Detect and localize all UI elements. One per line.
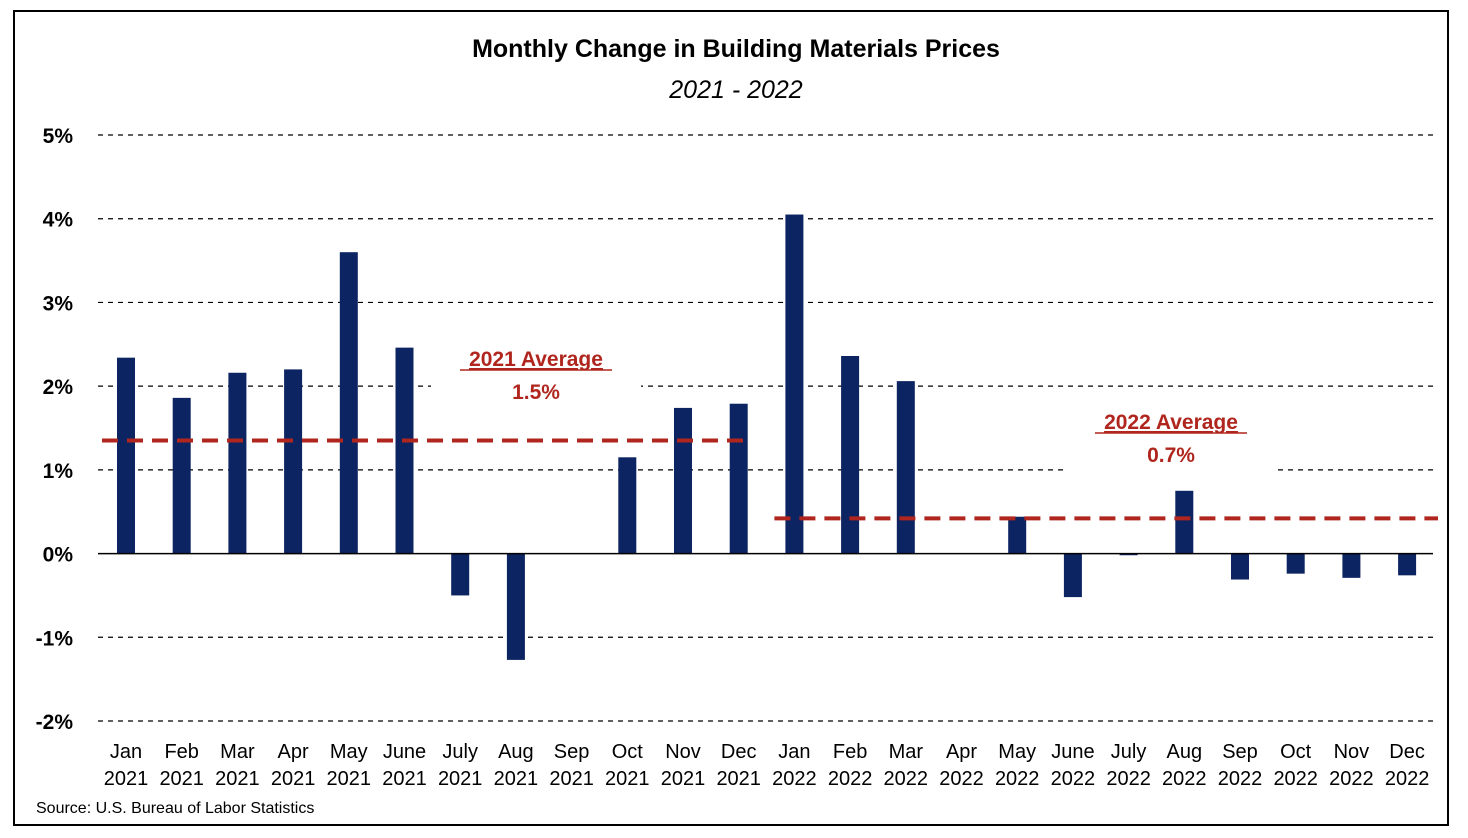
average-value: 0.7% [1147, 444, 1195, 467]
y-tick-label: 2% [43, 376, 74, 399]
x-tick-month: Oct [1280, 741, 1312, 763]
bar [228, 372, 247, 554]
bar [841, 356, 860, 554]
x-tick-month: May [330, 741, 368, 763]
x-tick-month: Jan [778, 741, 810, 763]
bar [729, 403, 748, 554]
x-tick-month: Apr [946, 741, 977, 763]
x-tick-year: 2022 [1051, 768, 1096, 790]
bar [785, 214, 804, 554]
x-tick-month: Nov [665, 741, 701, 763]
bar [1231, 553, 1249, 580]
average-lines: 2021 Average 1.5% 2022 Average 0.7% [102, 342, 1438, 521]
x-tick-year: 2021 [716, 768, 761, 790]
x-tick-year: 2021 [382, 768, 427, 790]
x-tick-year: 2021 [327, 768, 372, 790]
x-tick-month: Feb [164, 741, 198, 763]
x-tick-year: 2021 [104, 768, 149, 790]
bar [1342, 553, 1361, 578]
y-tick-label: 0% [43, 544, 74, 567]
y-tick-label: -1% [36, 627, 74, 650]
x-tick-month: Apr [278, 741, 309, 763]
average-label-background [1066, 405, 1276, 475]
y-tick-label: 1% [43, 460, 74, 483]
chart-subtitle: 2021 - 2022 [668, 76, 803, 104]
bar [284, 369, 303, 554]
x-tick-year: 2022 [939, 768, 984, 790]
x-axis-ticks: Jan 2021 Feb 2021 Mar 2021 Apr 2021 May 2021 June 2… [104, 741, 1430, 790]
bar [1398, 553, 1417, 576]
x-tick-month: May [998, 741, 1036, 763]
x-tick-year: 2022 [1162, 768, 1207, 790]
bar [618, 457, 637, 554]
bar [1175, 490, 1194, 554]
y-axis-ticks: 5% 4% 3% 2% 1% 0% -1% -2% [36, 125, 74, 734]
y-tick-label: 4% [43, 209, 74, 232]
x-tick-month: Mar [889, 741, 924, 763]
x-tick-year: 2021 [605, 768, 650, 790]
bar [896, 381, 915, 554]
bar [1119, 553, 1138, 556]
x-tick-year: 2022 [995, 768, 1040, 790]
x-tick-month: Feb [833, 741, 867, 763]
x-tick-year: 2022 [772, 768, 817, 790]
x-tick-year: 2021 [271, 768, 316, 790]
x-tick-month: Nov [1334, 741, 1370, 763]
bars [117, 214, 1417, 660]
x-tick-year: 2021 [438, 768, 483, 790]
x-tick-year: 2022 [1329, 768, 1374, 790]
y-tick-label: -2% [36, 711, 74, 734]
bar [1008, 516, 1027, 554]
x-tick-month: Oct [612, 741, 644, 763]
x-tick-month: Sep [1222, 741, 1258, 763]
x-tick-month: Mar [220, 741, 255, 763]
bar [339, 252, 358, 554]
x-tick-year: 2022 [884, 768, 929, 790]
x-tick-month: June [383, 741, 426, 763]
x-tick-month: Jan [110, 741, 142, 763]
x-tick-month: Sep [554, 741, 590, 763]
bar [1286, 553, 1305, 574]
average-label: 2021 Average [469, 348, 603, 371]
average-label-background [431, 342, 641, 412]
x-tick-month: Aug [498, 741, 534, 763]
bar [117, 357, 135, 554]
average-value: 1.5% [512, 381, 560, 404]
bar [674, 407, 692, 554]
x-tick-month: June [1051, 741, 1094, 763]
y-tick-label: 5% [43, 125, 74, 148]
x-tick-year: 2021 [215, 768, 260, 790]
average-label: 2022 Average [1104, 411, 1238, 434]
x-tick-year: 2022 [828, 768, 873, 790]
x-tick-year: 2021 [661, 768, 706, 790]
x-tick-month: Dec [1389, 741, 1425, 763]
x-tick-year: 2022 [1106, 768, 1151, 790]
x-tick-year: 2022 [1218, 768, 1263, 790]
x-tick-month: Dec [721, 741, 757, 763]
x-tick-year: 2022 [1273, 768, 1318, 790]
gridlines [98, 134, 1433, 722]
bar [451, 553, 470, 596]
x-tick-month: July [442, 741, 478, 763]
x-tick-year: 2022 [1385, 768, 1430, 790]
bar [1063, 553, 1082, 598]
x-tick-year: 2021 [494, 768, 539, 790]
x-tick-month: Aug [1167, 741, 1203, 763]
bar [506, 553, 525, 660]
bar [172, 397, 191, 554]
source-note: Source: U.S. Bureau of Labor Statistics [36, 800, 314, 817]
bar [395, 347, 414, 554]
y-tick-label: 3% [43, 292, 74, 315]
x-tick-year: 2021 [159, 768, 204, 790]
chart-title: Monthly Change in Building Materials Pri… [472, 35, 1000, 63]
x-tick-month: July [1111, 741, 1147, 763]
x-tick-year: 2021 [549, 768, 594, 790]
